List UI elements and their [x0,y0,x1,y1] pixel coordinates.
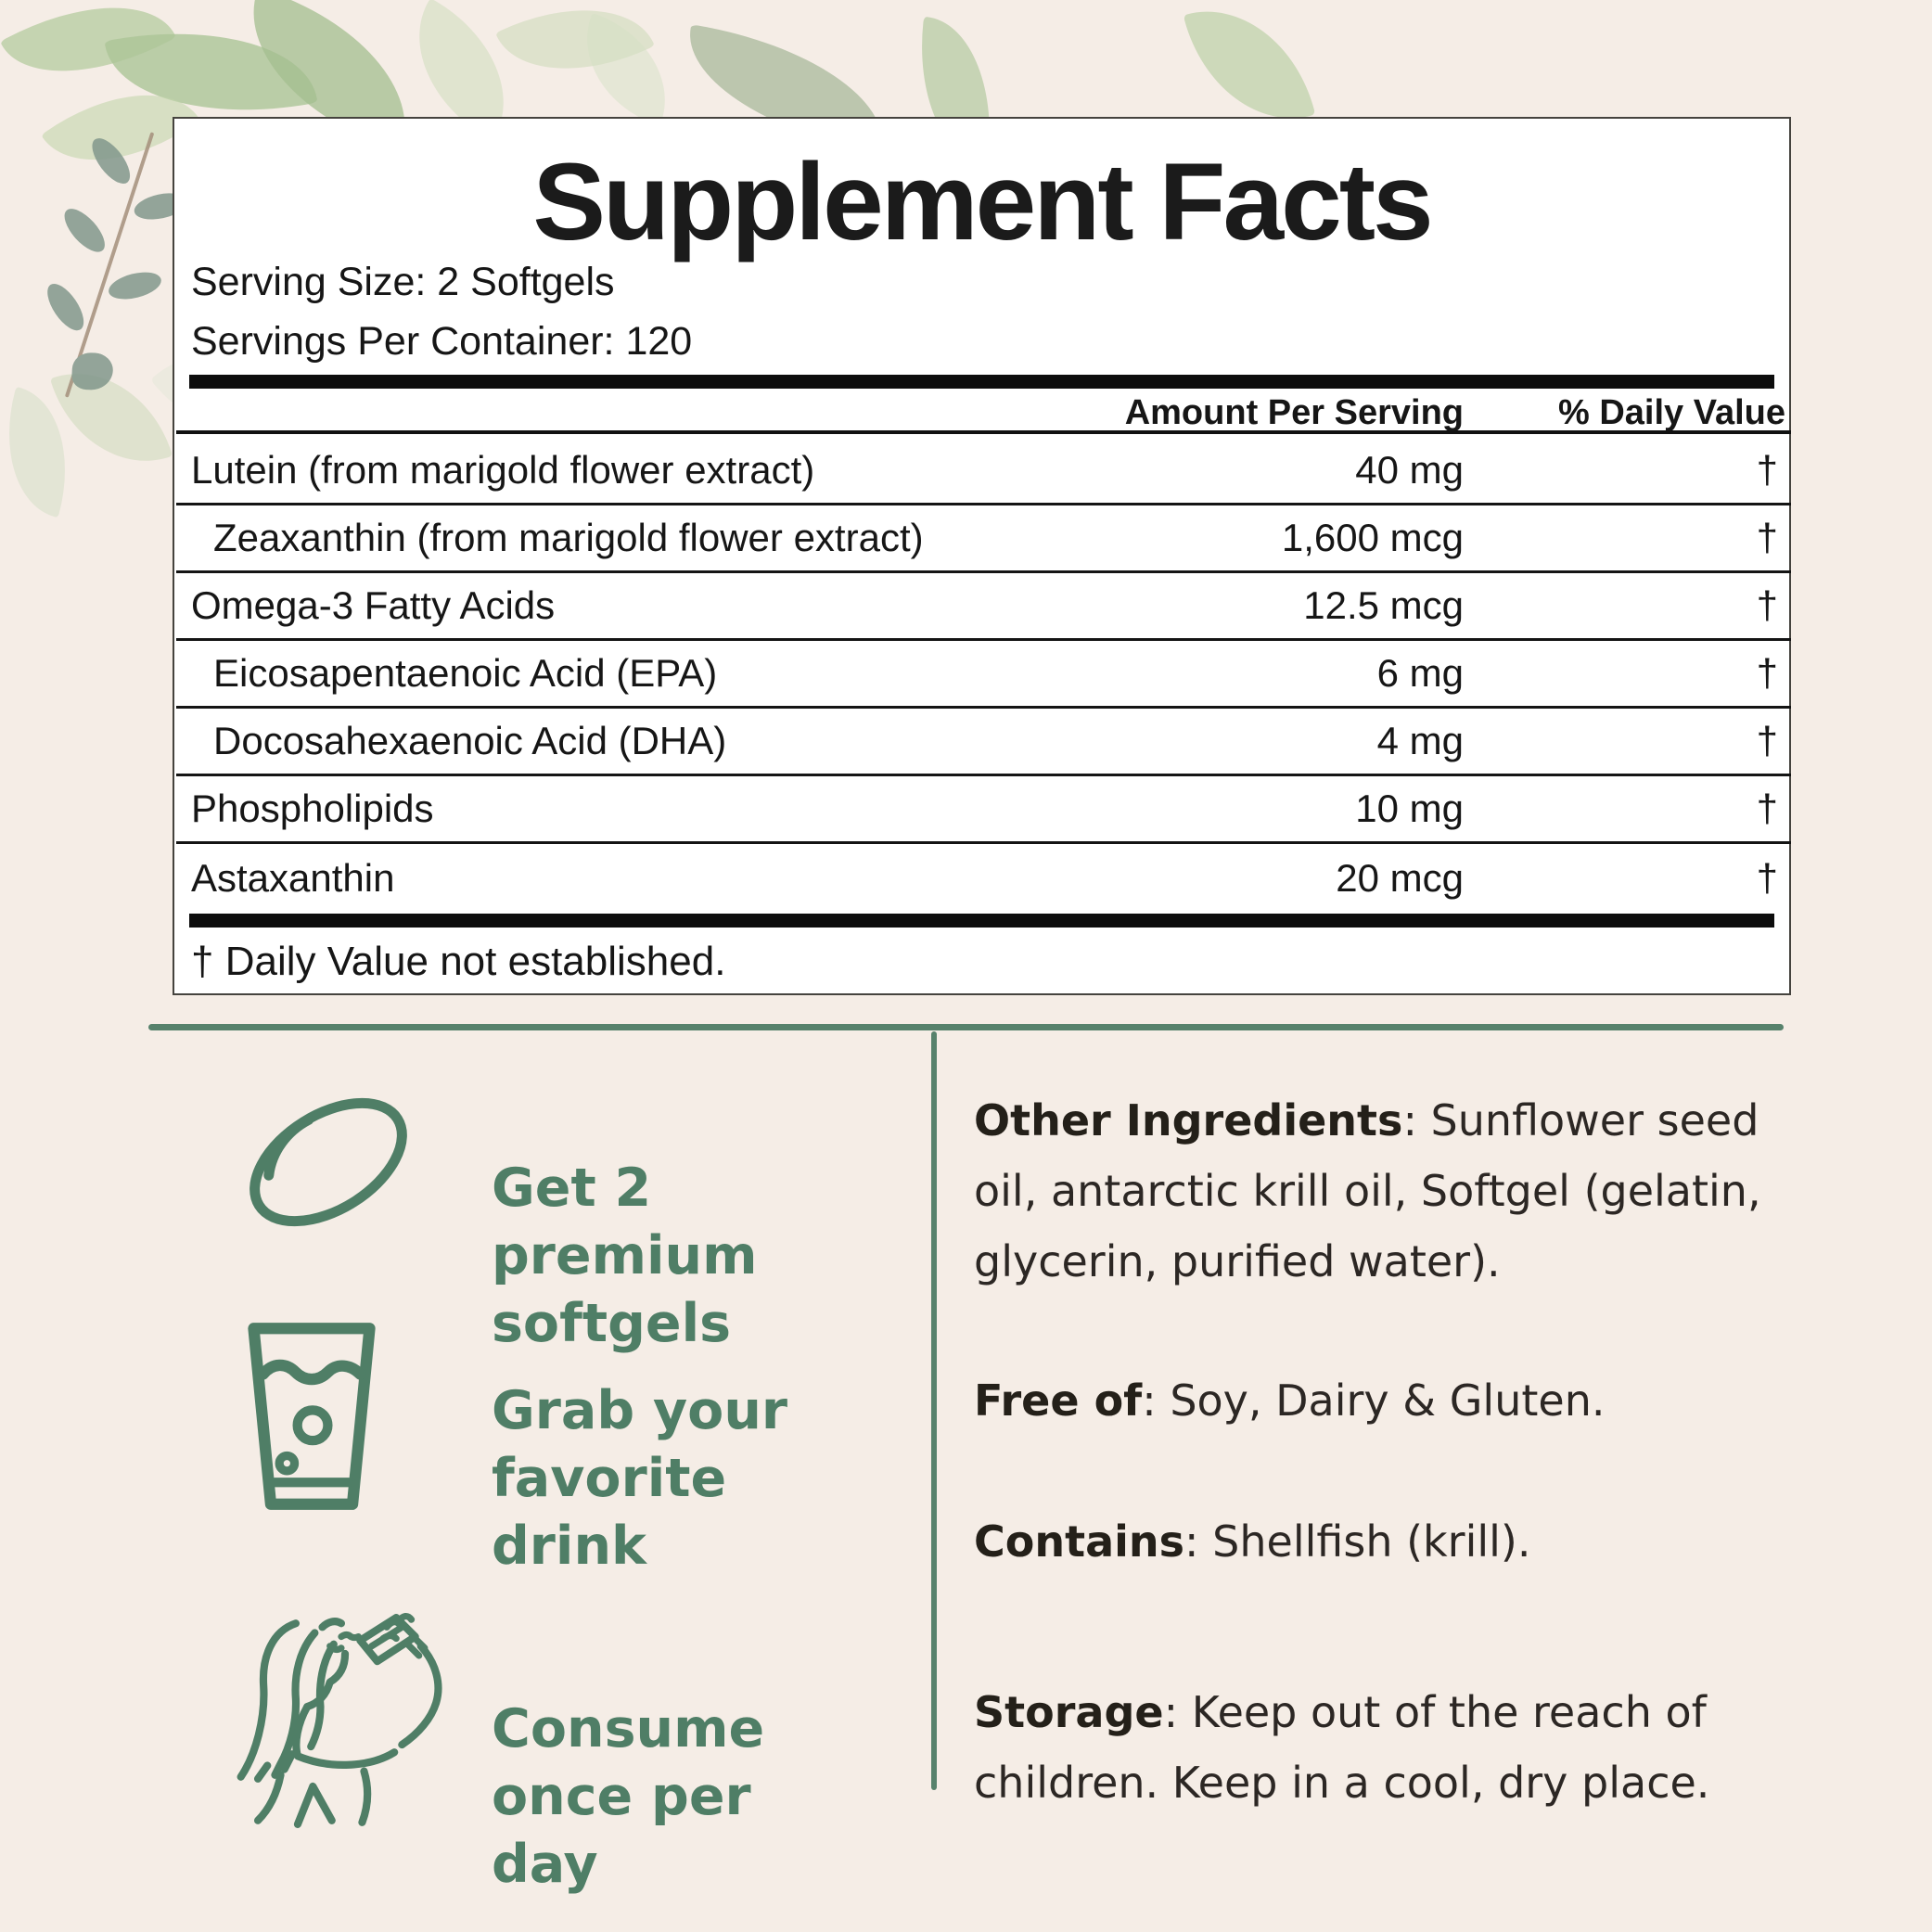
softgel-icon [243,1090,415,1234]
ingredient-amount: 4 mg [1376,719,1464,762]
ingredient-daily-value: † [1756,448,1778,492]
storage-text: Storage: Keep out of the reach of childr… [974,1677,1792,1818]
free-of-text: Free of: Soy, Dairy & Gluten. [974,1365,1792,1436]
table-row: Eicosapentaenoic Acid (EPA) 6 mg † [176,641,1791,709]
ingredient-name: Phospholipids [191,787,434,830]
ingredient-daily-value: † [1756,651,1778,695]
facts-table-header: Amount Per Serving % Daily Value [176,392,1791,434]
ingredient-name: Omega-3 Fatty Acids [191,583,556,627]
column-header-daily-value: % Daily Value [1557,392,1785,432]
servings-per-container: Servings Per Container: 120 [191,319,693,364]
table-row: Astaxanthin 20 mcg † [176,844,1791,912]
supplement-facts-panel: Supplement Facts Serving Size: 2 Softgel… [173,117,1791,995]
facts-table: Lutein (from marigold flower extract) 40… [176,438,1791,912]
info-label: Other Ingredients [974,1095,1403,1145]
ingredient-amount: 40 mg [1355,448,1464,492]
table-row: Lutein (from marigold flower extract) 40… [176,438,1791,505]
ingredient-amount: 1,600 mcg [1281,516,1464,559]
table-row: Phospholipids 10 mg † [176,776,1791,844]
thick-divider-top [189,375,1774,389]
ingredient-name: Zeaxanthin (from marigold flower extract… [213,516,924,559]
column-header-amount: Amount Per Serving [1124,392,1464,432]
ingredient-name: Astaxanthin [191,855,395,900]
page-title: Supplement Facts [532,141,1433,263]
ingredient-name: Lutein (from marigold flower extract) [191,448,815,492]
daily-value-footnote: † Daily Value not established. [191,939,726,984]
vertical-divider [931,1031,937,1790]
ingredient-name: Docosahexaenoic Acid (DHA) [213,719,727,762]
info-label: Contains [974,1516,1185,1567]
info-value: : Keep out of the reach of children. Kee… [974,1687,1710,1808]
info-value: : Soy, Dairy & Gluten. [1142,1375,1606,1426]
table-row: Omega-3 Fatty Acids 12.5 mcg † [176,573,1791,641]
ingredient-amount: 10 mg [1355,787,1464,830]
contains-text: Contains: Shellfish (krill). [974,1506,1792,1577]
ingredient-daily-value: † [1756,583,1778,627]
ingredient-daily-value: † [1756,787,1778,830]
info-label: Free of [974,1375,1143,1426]
info-label: Storage [974,1687,1164,1737]
ingredient-daily-value: † [1756,855,1778,900]
other-ingredients-text: Other Ingredients: Sunflower seed oil, a… [974,1085,1792,1297]
table-row: Docosahexaenoic Acid (DHA) 4 mg † [176,709,1791,776]
drinking-woman-icon [199,1612,487,1830]
table-row: Zeaxanthin (from marigold flower extract… [176,505,1791,573]
ingredient-daily-value: † [1756,516,1778,559]
info-value: : Shellfish (krill). [1184,1516,1531,1567]
info-value: : Sunflower seed oil, antarctic krill oi… [974,1095,1761,1286]
ingredient-amount: 6 mg [1376,651,1464,695]
ingredient-name: Eicosapentaenoic Acid (EPA) [213,651,718,695]
step-label-softgels: Get 2 premium softgels [492,1158,758,1354]
serving-size: Serving Size: 2 Softgels [191,260,615,304]
ingredient-amount: 12.5 mcg [1303,583,1464,627]
ingredient-daily-value: † [1756,719,1778,762]
ingredient-amount: 20 mcg [1336,855,1464,900]
glass-icon [239,1319,384,1514]
step-label-drink: Grab your favorite drink [492,1380,788,1577]
horizontal-divider [148,1024,1784,1030]
thick-divider-bottom [189,914,1774,928]
step-label-consume: Consume once per day [492,1698,765,1895]
